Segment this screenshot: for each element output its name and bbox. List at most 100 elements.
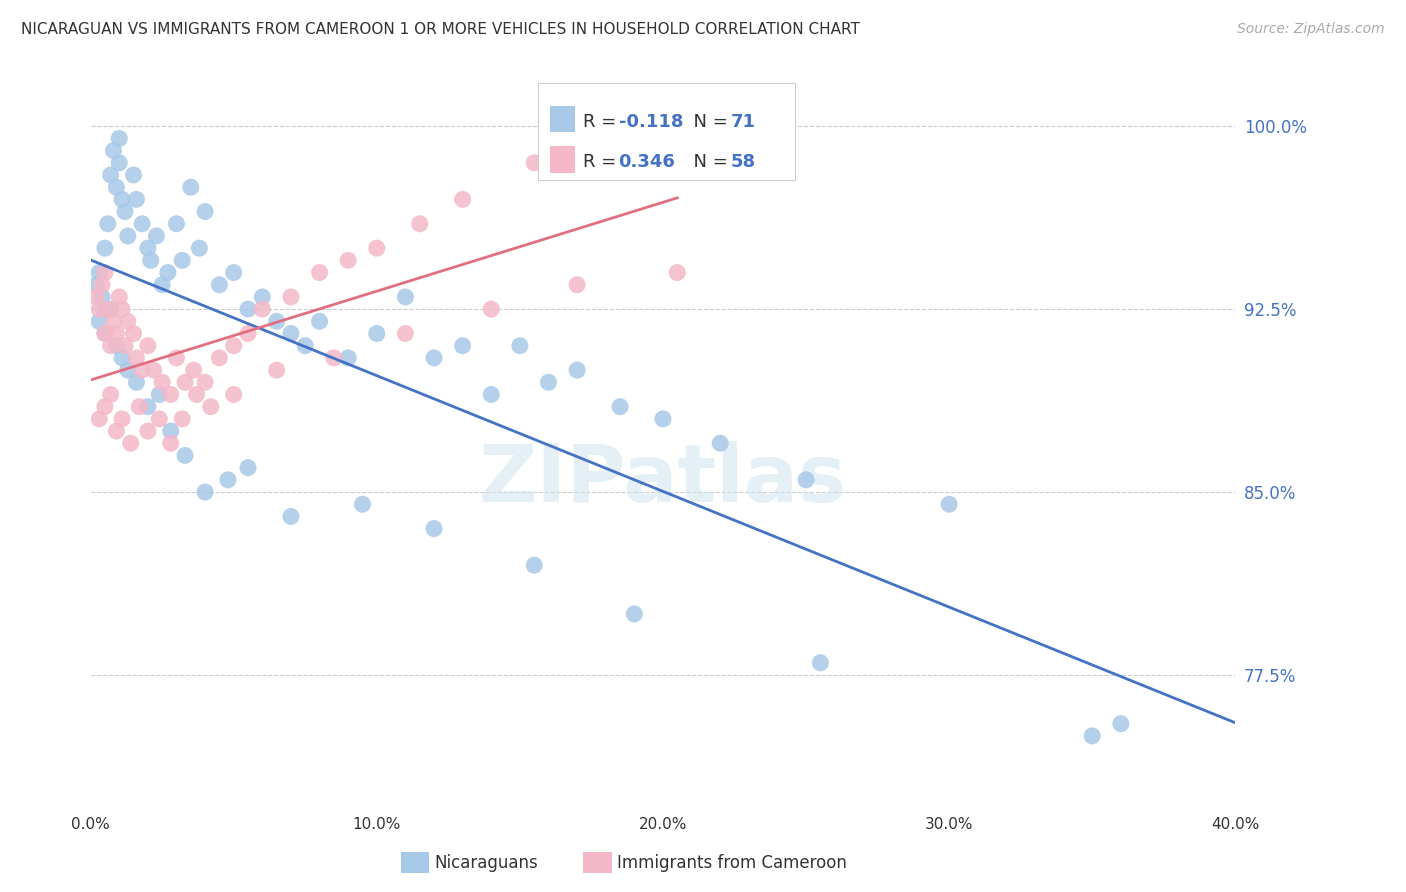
Point: [266, 314, 288, 328]
Point: [122, 168, 145, 182]
Point: [194, 204, 217, 219]
Point: [409, 217, 432, 231]
Point: [308, 314, 330, 328]
Point: [166, 217, 188, 231]
Text: ZIPatlas: ZIPatlas: [479, 441, 846, 519]
Point: [565, 277, 588, 292]
Point: [156, 266, 179, 280]
Point: [100, 302, 122, 317]
Point: [183, 363, 205, 377]
Text: Immigrants from Cameroon: Immigrants from Cameroon: [617, 854, 846, 871]
Point: [139, 253, 162, 268]
Point: [114, 204, 136, 219]
Point: [86, 290, 108, 304]
Point: [105, 326, 128, 341]
Point: [122, 326, 145, 341]
Point: [159, 387, 181, 401]
Point: [266, 363, 288, 377]
Text: Nicaraguans: Nicaraguans: [434, 854, 538, 871]
Point: [136, 424, 159, 438]
Point: [217, 473, 239, 487]
Point: [938, 497, 960, 511]
Point: [125, 193, 148, 207]
Point: [111, 193, 134, 207]
Point: [148, 387, 170, 401]
Point: [142, 363, 165, 377]
Point: [222, 266, 245, 280]
Point: [89, 266, 111, 280]
Point: [117, 363, 139, 377]
Point: [111, 412, 134, 426]
Point: [479, 387, 502, 401]
Point: [103, 314, 125, 328]
Point: [148, 412, 170, 426]
Point: [236, 460, 259, 475]
Point: [337, 351, 360, 365]
Text: Source: ZipAtlas.com: Source: ZipAtlas.com: [1237, 22, 1385, 37]
Point: [523, 156, 546, 170]
Point: [666, 266, 689, 280]
Point: [159, 436, 181, 450]
Point: [222, 339, 245, 353]
Point: [174, 376, 197, 390]
Point: [94, 241, 117, 255]
Point: [208, 351, 231, 365]
Point: [105, 339, 128, 353]
Point: [423, 522, 446, 536]
Point: [236, 326, 259, 341]
Point: [200, 400, 222, 414]
Point: [294, 339, 316, 353]
Point: [451, 339, 474, 353]
Point: [136, 241, 159, 255]
Point: [523, 558, 546, 573]
Point: [150, 376, 173, 390]
Text: -0.118: -0.118: [619, 112, 683, 130]
Point: [537, 376, 560, 390]
Point: [97, 302, 120, 317]
Point: [105, 180, 128, 194]
Point: [509, 339, 531, 353]
Point: [94, 326, 117, 341]
Point: [125, 376, 148, 390]
Point: [131, 363, 153, 377]
Point: [136, 339, 159, 353]
Point: [100, 387, 122, 401]
Point: [565, 363, 588, 377]
Point: [94, 400, 117, 414]
Point: [145, 229, 167, 244]
Point: [337, 253, 360, 268]
Point: [252, 290, 274, 304]
Point: [366, 326, 388, 341]
Point: [609, 400, 631, 414]
Point: [117, 314, 139, 328]
Point: [150, 277, 173, 292]
Point: [125, 351, 148, 365]
Point: [172, 412, 194, 426]
Point: [114, 339, 136, 353]
Point: [111, 302, 134, 317]
Point: [100, 339, 122, 353]
Text: 0.346: 0.346: [619, 153, 675, 171]
Point: [236, 302, 259, 317]
Point: [108, 156, 131, 170]
Point: [366, 241, 388, 255]
Point: [188, 241, 211, 255]
Point: [194, 485, 217, 500]
Point: [208, 277, 231, 292]
Text: NICARAGUAN VS IMMIGRANTS FROM CAMEROON 1 OR MORE VEHICLES IN HOUSEHOLD CORRELATI: NICARAGUAN VS IMMIGRANTS FROM CAMEROON 1…: [21, 22, 860, 37]
Point: [623, 607, 645, 621]
Point: [89, 302, 111, 317]
Point: [91, 277, 114, 292]
Point: [172, 253, 194, 268]
Point: [394, 290, 416, 304]
Point: [136, 400, 159, 414]
Point: [423, 351, 446, 365]
Text: R =: R =: [583, 153, 623, 171]
Point: [479, 302, 502, 317]
Point: [252, 302, 274, 317]
Point: [111, 351, 134, 365]
Point: [94, 302, 117, 317]
Point: [117, 229, 139, 244]
Point: [97, 217, 120, 231]
Point: [322, 351, 344, 365]
